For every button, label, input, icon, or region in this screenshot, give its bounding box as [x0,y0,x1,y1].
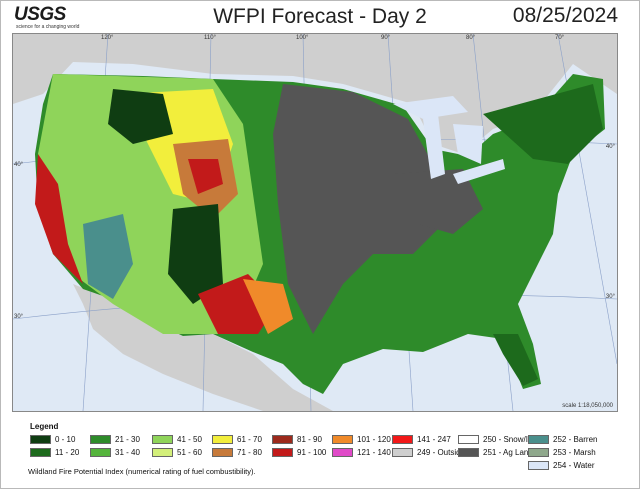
legend-item: 91 - 100 [272,447,326,457]
legend-item: 21 - 30 [90,434,140,444]
lon-label: 80° [466,35,476,41]
legend-swatch [152,434,173,444]
legend-swatch [332,434,353,444]
legend-label: 141 - 247 [417,434,451,444]
legend-swatch [392,447,413,457]
legend-item: 141 - 247 [392,434,451,444]
legend-label: 101 - 120 [357,434,391,444]
header: USGS science for a changing world WFPI F… [0,0,640,34]
legend-label: 253 - Marsh [553,447,596,457]
legend-item: 0 - 10 [30,434,75,444]
legend-label: 31 - 40 [115,447,140,457]
legend-item: 253 - Marsh [528,447,596,457]
legend-swatch [332,447,353,457]
legend-item: 252 - Barren [528,434,597,444]
legend-swatch [528,434,549,444]
legend-item: 31 - 40 [90,447,140,457]
lat-label-right: 30° [605,294,615,300]
legend-label: 254 - Water [553,460,595,470]
canada-land [13,34,617,154]
legend-label: 41 - 50 [177,434,202,444]
legend-label: 81 - 90 [297,434,322,444]
legend-label: 0 - 10 [55,434,76,444]
legend-item: 81 - 90 [272,434,322,444]
west-red-1 [188,159,223,194]
legend-label: 252 - Barren [553,434,598,444]
lake-huron [453,124,483,164]
legend-swatch [458,434,479,444]
mexico-land [73,284,333,411]
legend-label: 11 - 20 [55,447,80,457]
legend-swatch [90,434,111,444]
legend-swatch [152,447,173,457]
lat-label-right: 40° [605,144,615,150]
lake-erie [453,159,505,184]
legend-item: 71 - 80 [212,447,262,457]
legend-label: 249 - Outside US [417,447,479,457]
legend-label: 251 - Ag Land [483,447,533,457]
lat-label-left: 40° [14,162,24,168]
legend-swatch [458,447,479,457]
us-map [13,34,617,411]
legend-item: 51 - 60 [152,447,202,457]
lon-label: 90° [381,35,391,41]
legend-label: 250 - Snow/Ice [483,434,537,444]
lake-superior [393,96,468,119]
lat-label-left: 30° [14,314,24,320]
southwest-orange [243,279,293,334]
legend-swatch [272,434,293,444]
california-coast [35,154,83,284]
legend-swatch [30,434,51,444]
legend-swatch [392,434,413,444]
legend-swatch [528,447,549,457]
forecast-date: 08/25/2024 [512,4,618,27]
legend-item: 250 - Snow/Ice [458,434,536,444]
legend-item: 251 - Ag Land [458,447,533,457]
midwest-agland [393,169,483,234]
lon-label: 70° [555,35,565,41]
dark-colorado [168,204,223,304]
map-panel: 120° 110° 100° 90° 80° 70° 40° 30° 40° 3… [12,33,618,412]
lake-michigan [423,114,445,179]
map-title: WFPI Forecast - Day 2 [213,5,427,28]
legend-item: 254 - Water [528,460,595,470]
legend-swatch [528,460,549,470]
florida [493,334,538,386]
legend-swatch [272,447,293,457]
legend-label: 61 - 70 [237,434,262,444]
plains-agland [273,84,443,334]
legend-item: 61 - 70 [212,434,262,444]
logo-text: USGS [14,4,66,25]
legend-label: 51 - 60 [177,447,202,457]
legend-label: 71 - 80 [237,447,262,457]
legend-item: 101 - 120 [332,434,391,444]
usgs-logo: USGS science for a changing world [6,4,80,30]
lon-label: 100° [296,35,309,41]
east-darkgreen [483,84,603,164]
legend-label: 91 - 100 [297,447,327,457]
legend-item: 41 - 50 [152,434,202,444]
barren-nevada [83,214,133,299]
legend-title: Legend [30,422,59,431]
legend-footnote: Wildland Fire Potential Index (numerical… [28,467,256,476]
lon-label: 110° [204,35,216,41]
legend-label: 21 - 30 [115,434,140,444]
dark-rockies [108,89,173,144]
legend: Legend 0 - 10 21 - 30 41 - 50 61 - 70 81 - 9… [12,412,616,482]
legend-item: 249 - Outside US [392,447,478,457]
legend-label: 121 - 140 [357,447,391,457]
legend-swatch [212,434,233,444]
legend-swatch [90,447,111,457]
lon-label: 120° [101,35,114,41]
scale-text: scale 1:18,050,000 [562,403,613,409]
legend-item: 11 - 20 [30,447,79,457]
legend-swatch [30,447,51,457]
legend-swatch [212,447,233,457]
logo-tagline: science for a changing world [16,24,80,30]
legend-item: 121 - 140 [332,447,391,457]
